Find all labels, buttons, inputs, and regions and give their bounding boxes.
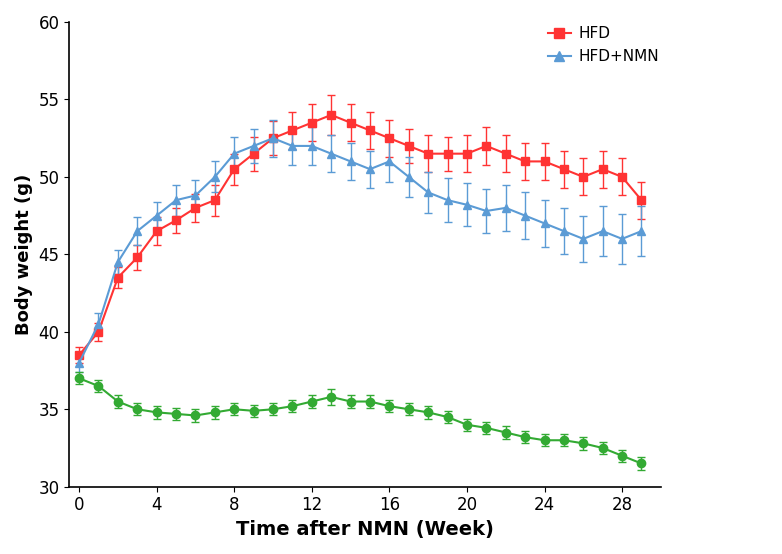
X-axis label: Time after NMN (Week): Time after NMN (Week) <box>236 520 494 539</box>
Y-axis label: Body weight (g): Body weight (g) <box>15 174 33 335</box>
Legend: HFD, HFD+NMN: HFD, HFD+NMN <box>542 20 665 70</box>
